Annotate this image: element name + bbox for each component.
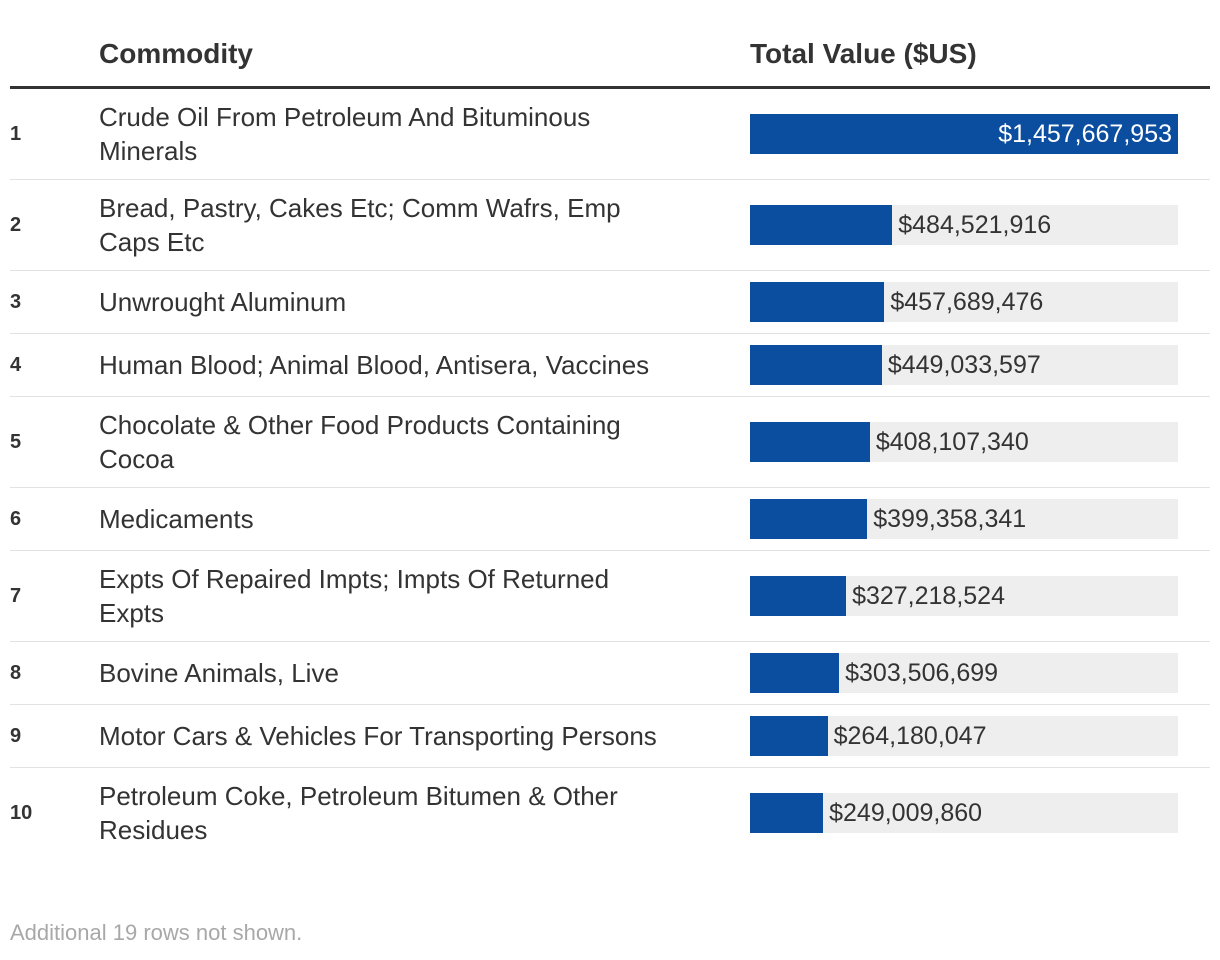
footer-note: Additional 19 rows not shown. [10,920,303,945]
commodity-cell: Human Blood; Animal Blood, Antisera, Vac… [99,333,750,397]
value-label: $449,033,597 [887,351,1041,379]
value-cell: $303,506,699 [750,641,1210,705]
header-cell: Total Value ($US) [750,38,1210,89]
bar-track: $264,180,047 [750,716,1178,756]
bar [750,345,882,385]
row: 5 Chocolate & Other Food Products Contain… [10,396,1210,488]
bar [750,716,828,756]
commodity-cell: Unwrought Aluminum [99,270,750,334]
row: 4 Human Blood; Animal Blood, Antisera, Va… [10,333,1210,397]
commodity-cell: Medicaments [99,487,750,551]
value-cell: $408,107,340 [750,396,1210,488]
value-cell: $399,358,341 [750,487,1210,551]
rank-cell: 8 [10,641,99,705]
value-cell: $249,009,860 [750,768,1210,859]
row: 8 Bovine Animals, Live $303,506,699 [10,641,1210,705]
value-label: $408,107,340 [875,428,1029,456]
rank-cell: 9 [10,704,99,768]
value-cell: $484,521,916 [750,179,1210,271]
bar-track: $1,457,667,953 [750,114,1178,154]
rank-cell: 3 [10,270,99,334]
row: 6 Medicaments $399,358,341 [10,487,1210,551]
row: 1 Crude Oil From Petroleum And Bituminous… [10,87,1210,180]
commodity-cell: Chocolate & Other Food Products Containi… [99,396,750,488]
table: Commodity Total Value ($US) 1 Crude Oil F… [10,38,1210,858]
row: 10 Petroleum Coke, Petroleum Bitumen & Ot… [10,768,1210,859]
row: 2 Bread, Pastry, Cakes Etc; Comm Wafrs, E… [10,179,1210,271]
value-cell: $1,457,667,953 [750,87,1210,180]
rank-cell: 1 [10,87,99,180]
bar [750,282,885,322]
bar [750,576,847,616]
commodity-cell: Bread, Pastry, Cakes Etc; Comm Wafrs, Em… [99,179,750,271]
bar [750,793,824,833]
header-cell [10,38,99,89]
row: 7 Expts Of Repaired Impts; Impts Of Retur… [10,550,1210,642]
bar-track: $303,506,699 [750,653,1178,693]
value-label: $1,457,667,953 [998,120,1172,148]
row: 3 Unwrought Aluminum $457,689,476 [10,270,1210,334]
bar-track: $484,521,916 [750,205,1178,245]
commodity-cell: Crude Oil From Petroleum And Bituminous … [99,87,750,180]
bar [750,114,1178,154]
value-label: $303,506,699 [845,659,999,687]
rank-cell: 6 [10,487,99,551]
value-label: $327,218,524 [852,582,1005,610]
bar-track: $449,033,597 [750,345,1178,385]
value-label: $484,521,916 [898,211,1052,239]
value-label: $249,009,860 [829,799,983,827]
bar [750,653,840,693]
table-body: 1 Crude Oil From Petroleum And Bituminous… [10,87,1210,859]
bar-track: $399,358,341 [750,499,1178,539]
bar [750,499,868,539]
bar-track: $327,218,524 [750,576,1178,616]
value-label: $457,689,476 [890,288,1044,316]
rank-cell: 7 [10,550,99,642]
value-cell: $327,218,524 [750,550,1210,642]
bar-track: $408,107,340 [750,422,1178,462]
rank-cell: 5 [10,396,99,488]
bar [750,422,870,462]
table-wrap: Commodity Total Value ($US) 1 Crude Oil F… [10,38,1210,858]
commodity-cell: Expts Of Repaired Impts; Impts Of Return… [99,550,750,642]
rank-cell: 2 [10,179,99,271]
row: 9 Motor Cars & Vehicles For Transporting … [10,704,1210,768]
value-cell: $449,033,597 [750,333,1210,397]
bar-track: $457,689,476 [750,282,1178,322]
value-label: $264,180,047 [833,722,987,750]
value-label: $399,358,341 [873,505,1027,533]
commodity-cell: Bovine Animals, Live [99,641,750,705]
commodity-cell: Petroleum Coke, Petroleum Bitumen & Othe… [99,781,618,845]
rank-cell: 4 [10,333,99,397]
value-cell: $264,180,047 [750,704,1210,768]
header-row: Commodity Total Value ($US) [10,38,1210,89]
bar-track: $249,009,860 [750,793,1178,833]
table-head: Commodity Total Value ($US) [10,38,1210,89]
header-cell: Commodity [99,38,750,89]
bar [750,205,893,245]
value-cell: $457,689,476 [750,270,1210,334]
commodity-cell: Motor Cars & Vehicles For Transporting P… [99,704,750,768]
rank-cell: 10 [10,802,33,824]
